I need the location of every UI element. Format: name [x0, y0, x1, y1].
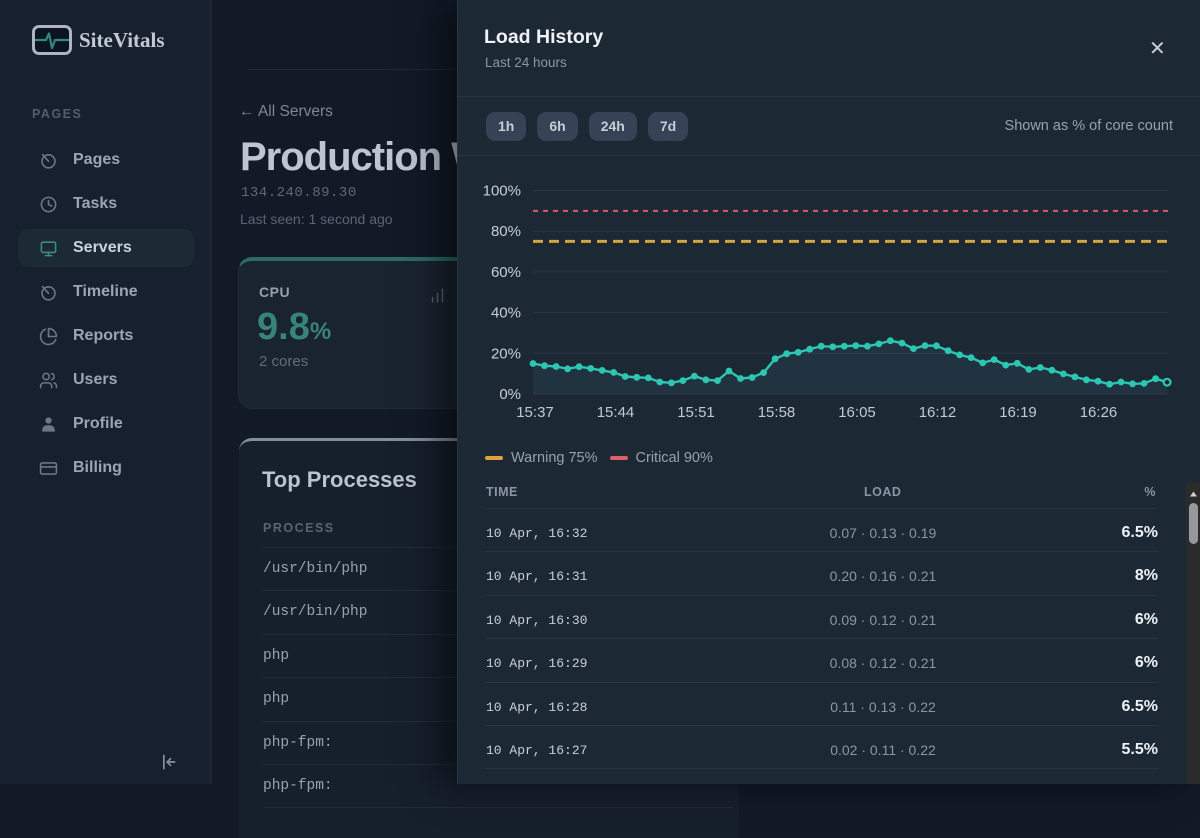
svg-text:15:44: 15:44	[597, 404, 635, 421]
svg-text:15:51: 15:51	[677, 404, 715, 421]
svg-text:15:58: 15:58	[758, 404, 796, 421]
svg-text:80%: 80%	[491, 223, 521, 240]
svg-text:15:37: 15:37	[516, 404, 554, 421]
svg-text:40%: 40%	[491, 305, 521, 322]
svg-text:16:05: 16:05	[838, 404, 876, 421]
svg-text:20%: 20%	[491, 345, 521, 362]
svg-text:60%: 60%	[491, 264, 521, 281]
svg-text:16:12: 16:12	[919, 404, 957, 421]
svg-text:0%: 0%	[499, 386, 521, 403]
svg-text:16:19: 16:19	[999, 404, 1037, 421]
svg-text:100%: 100%	[483, 183, 521, 200]
svg-text:16:26: 16:26	[1080, 404, 1118, 421]
